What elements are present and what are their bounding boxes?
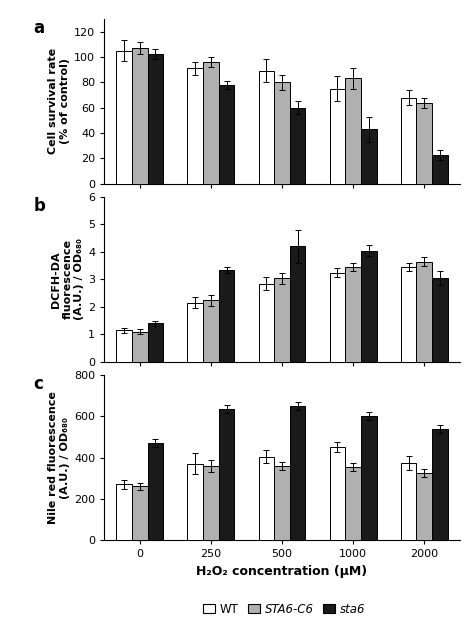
Bar (188, 464, 203, 540)
Bar (417, 473, 432, 540)
Y-axis label: Cell survival rate
(% of control): Cell survival rate (% of control) (48, 48, 70, 154)
Bar (203, 466, 219, 540)
Bar (132, 487, 148, 540)
Bar (274, 82, 290, 184)
Bar (290, 107, 306, 184)
Bar (346, 78, 361, 184)
Bar (432, 429, 447, 540)
Bar (330, 89, 345, 184)
Bar (361, 416, 376, 540)
Bar (290, 246, 306, 362)
Legend: WT, STA6-C6, sta6: WT, STA6-C6, sta6 (203, 603, 365, 616)
Bar (417, 262, 432, 362)
Bar (219, 409, 234, 540)
Bar (432, 154, 447, 184)
Bar (259, 71, 274, 184)
Bar (330, 447, 345, 540)
X-axis label: H₂O₂ concentration (μM): H₂O₂ concentration (μM) (196, 565, 368, 578)
Bar (274, 278, 290, 362)
Bar (274, 466, 290, 540)
Bar (203, 62, 219, 184)
Bar (290, 406, 306, 540)
Bar (148, 443, 163, 540)
Bar (401, 267, 417, 362)
Bar (401, 97, 417, 184)
Text: a: a (33, 19, 44, 37)
Bar (188, 68, 203, 184)
Bar (117, 330, 132, 362)
Bar (432, 278, 447, 362)
Bar (259, 457, 274, 540)
Bar (361, 251, 376, 362)
Bar (346, 467, 361, 540)
Bar (361, 129, 376, 184)
Bar (188, 303, 203, 362)
Bar (148, 55, 163, 184)
Bar (330, 273, 345, 362)
Bar (132, 332, 148, 362)
Bar (132, 48, 148, 184)
Bar (259, 284, 274, 362)
Bar (417, 102, 432, 184)
Bar (401, 463, 417, 540)
Bar (117, 484, 132, 540)
Text: c: c (33, 375, 43, 393)
Bar (219, 270, 234, 362)
Bar (117, 51, 132, 184)
Y-axis label: Nile red fluorescence
(A.U.) / OD₆₈₀: Nile red fluorescence (A.U.) / OD₆₈₀ (48, 391, 70, 524)
Bar (148, 323, 163, 362)
Text: b: b (33, 197, 45, 215)
Bar (219, 85, 234, 184)
Bar (346, 267, 361, 362)
Bar (203, 300, 219, 362)
Y-axis label: DCFH-DA
fluorescence
(A.U.) / OD₆₈₀: DCFH-DA fluorescence (A.U.) / OD₆₈₀ (51, 239, 84, 320)
